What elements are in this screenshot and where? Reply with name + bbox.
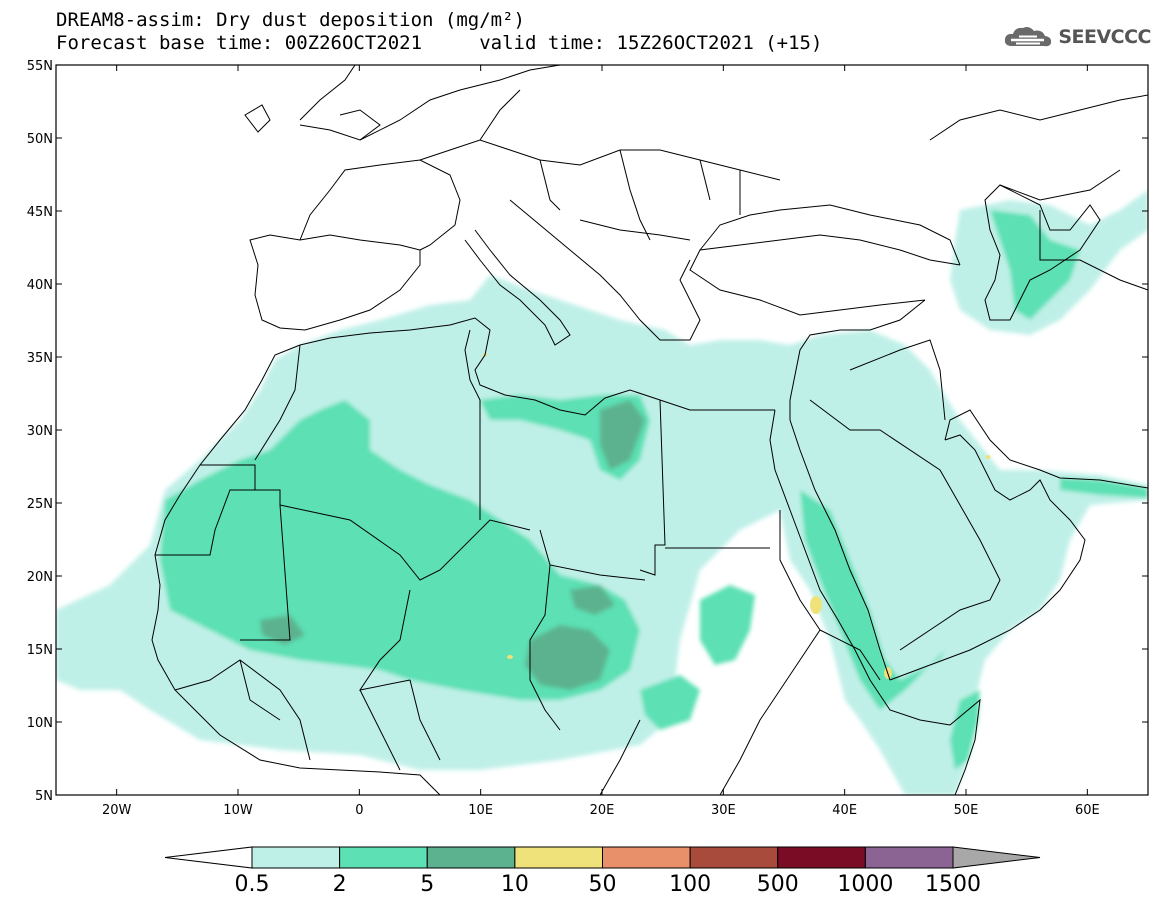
dust-area-moderate-sudan [700,585,755,665]
dust-hotspot-red-sea [810,596,822,614]
lat-tick-label: 20N [27,570,53,585]
lon-tick-label: 50E [954,803,979,818]
border-iraq [849,339,946,421]
lat-tick-label: 5N [35,789,53,804]
border-europe [419,89,781,241]
dust-hotspot-chad [507,655,513,659]
coastlines-and-borders [151,65,1148,795]
coastline-horn-of-africa [949,698,981,795]
coastline-north-asia [929,94,1148,141]
coastline-black-sea [699,204,961,266]
lat-tick-label: 35N [27,351,53,366]
colorbar-swatch [689,846,779,869]
dust-area-moderate-somalia [950,690,980,770]
colorbar-label: 10 [501,872,529,897]
coastline-ireland [244,104,271,133]
dust-area-high-3 [260,615,305,645]
border-west-africa [174,659,441,771]
colorbar-label: 500 [757,872,799,897]
logo-text: SEEVCCC [1058,26,1151,48]
coastline-north-europe [359,65,561,141]
lon-tick-label: 10E [468,803,493,818]
colorbar-swatch [339,846,428,869]
lon-tick-label: 10W [223,803,253,818]
coastline-britain [299,65,381,141]
colorbar-swatch [864,846,954,869]
colorbar-swatch [514,846,603,869]
border-algeria-mali [279,504,531,581]
lon-tick-label: 20E [590,803,615,818]
coastline-arabia-south [889,434,1086,681]
lat-tick-label: 40N [27,278,53,293]
lat-tick-label: 50N [27,132,53,147]
colorbar-swatch [777,846,866,869]
coastline-caspian [984,184,1101,321]
lon-tick-label: 60E [1075,803,1100,818]
coastline-north-africa [299,317,775,416]
lat-tick-label: 15N [27,643,53,658]
colorbar-over-arrow [952,846,1041,869]
lon-tick-label: 0 [355,803,363,818]
longitude-axis: 20W 10W 0 10E 20E 30E 40E 50E 60E [102,65,1100,818]
border-libya-egypt [639,399,666,576]
coastline-italy [464,229,571,346]
lon-tick-label: 40E [832,803,857,818]
coastline-arabia-west [789,400,891,681]
lat-tick-label: 25N [27,497,53,512]
dust-area-moderate-chad [640,675,700,730]
dust-area-moderate-caspian [990,210,1080,320]
colorbar-label: 50 [589,872,617,897]
lat-tick-label: 45N [27,205,53,220]
lat-tick-label: 10N [27,716,53,731]
colorbar-swatch [602,846,691,869]
forecast-times: Forecast base time: 00Z26OCT2021 valid t… [56,32,823,54]
border-east-africa [599,510,881,795]
dust-hotspot-gulf [985,455,991,459]
lat-tick-label: 30N [27,424,53,439]
coastline-iran [944,409,1148,489]
border-saudi [809,399,1001,651]
lon-tick-label: 20W [102,803,132,818]
border-morocco-algeria [254,344,301,461]
lon-tick-label: 30E [711,803,736,818]
colorbar: 0.5 2 5 10 50 100 500 1000 1500 [164,846,1041,897]
border-sahara [200,464,256,490]
colorbar-label: 2 [333,872,347,897]
lat-tick-label: 55N [27,59,53,74]
colorbar-label: 1500 [925,872,981,897]
colorbar-swatch [251,846,341,869]
dust-area-high-4 [570,585,615,615]
colorbar-swatch [426,846,516,869]
border-niger [358,589,411,691]
dust-area-high [525,625,610,690]
coastline-west-africa [151,344,441,795]
dust-area-high-2 [600,400,645,470]
colorbar-label: 100 [669,872,711,897]
latitude-axis: 5N 10N 15N 20N 25N 30N 35N 40N 45N 50N 55N [27,59,1148,804]
map-plot-area [56,65,1148,795]
colorbar-label: 1000 [837,872,893,897]
cloud-icon [1005,27,1052,47]
dust-area-moderate-redsea [800,490,945,710]
dust-area-moderate-gulf [1060,478,1148,498]
border-central-asia [999,169,1148,291]
coastline-iberia [249,234,421,331]
border-libya-chad [539,529,646,581]
dust-shading [56,190,1148,795]
coastline-levant [789,299,926,401]
seevccc-logo: SEEVCCC [1002,24,1151,50]
coastline-red-sea-africa [769,409,951,726]
chart-title: DREAM8-assim: Dry dust deposition (mg/m²… [56,9,525,31]
colorbar-label: 0.5 [235,872,270,897]
colorbar-under-arrow [164,846,253,869]
colorbar-label: 5 [420,872,434,897]
border-tunisia-algeria [464,329,481,520]
coastline-balkans [509,199,701,341]
border-chad-sudan [529,564,561,731]
